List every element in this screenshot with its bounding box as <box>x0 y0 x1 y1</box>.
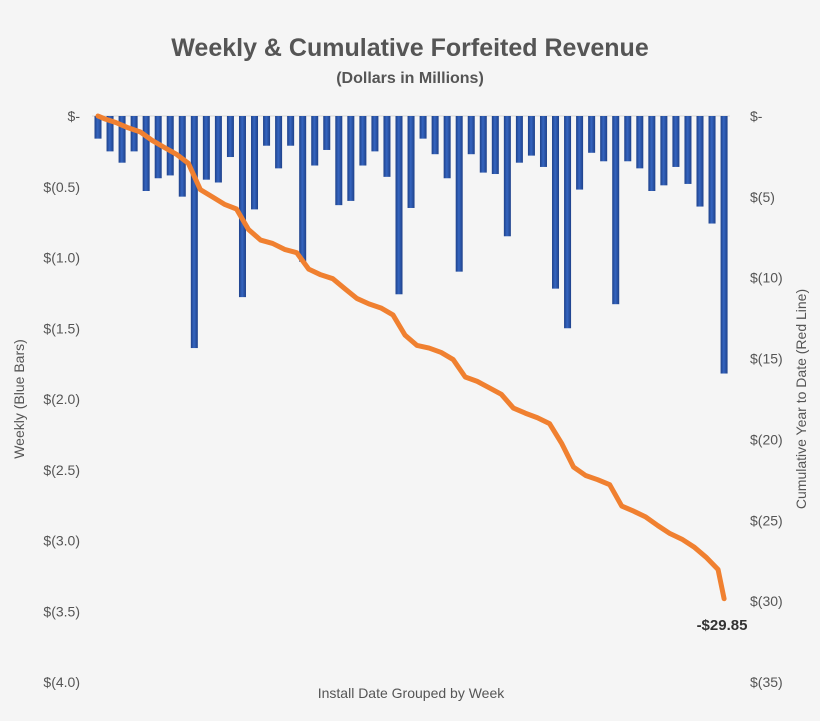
right-axis-label: Cumulative Year to Date (Red Line) <box>793 289 809 509</box>
weekly-bar <box>238 116 246 298</box>
right-tick-label: $(35) <box>750 674 783 690</box>
weekly-bar <box>311 116 319 166</box>
weekly-bar <box>202 116 210 180</box>
weekly-bar <box>214 116 222 183</box>
weekly-bar <box>251 116 259 210</box>
cumulative-line <box>95 113 727 602</box>
weekly-bar <box>335 116 343 206</box>
weekly-bar <box>395 116 403 295</box>
left-tick-label: $(1.5) <box>43 320 80 336</box>
right-tick-label: $- <box>750 108 763 124</box>
weekly-bar <box>612 116 620 305</box>
weekly-bar <box>684 116 692 184</box>
left-tick-label: $(3.0) <box>43 533 80 549</box>
weekly-bar <box>190 116 198 349</box>
weekly-bar <box>636 116 644 169</box>
weekly-bar <box>660 116 668 186</box>
weekly-bar <box>94 116 102 139</box>
weekly-bar <box>419 116 427 139</box>
right-tick-label: $(5) <box>750 189 775 205</box>
right-tick-label: $(20) <box>750 431 783 447</box>
left-tick-label: $(4.0) <box>43 674 80 690</box>
weekly-bar <box>383 116 391 177</box>
weekly-bar <box>576 116 584 190</box>
weekly-bar <box>226 116 234 158</box>
weekly-bar <box>564 116 572 329</box>
weekly-bar <box>299 116 307 262</box>
weekly-bar <box>515 116 523 163</box>
right-tick-label: $(25) <box>750 512 783 528</box>
weekly-bar <box>539 116 547 167</box>
left-tick-label: $(0.5) <box>43 179 80 195</box>
weekly-bar <box>467 116 475 155</box>
weekly-bar <box>708 116 716 224</box>
weekly-bar <box>696 116 704 207</box>
right-tick-label: $(15) <box>750 351 783 367</box>
chart-subtitle: (Dollars in Millions) <box>336 70 484 87</box>
weekly-bar <box>479 116 487 173</box>
weekly-bar <box>491 116 499 175</box>
weekly-bar <box>106 116 114 152</box>
right-tick-label: $(30) <box>750 593 783 609</box>
weekly-bar <box>323 116 331 150</box>
weekly-bar <box>455 116 463 272</box>
weekly-bar <box>371 116 379 152</box>
weekly-bar <box>142 116 150 191</box>
weekly-bar <box>359 116 367 166</box>
weekly-bar <box>588 116 596 153</box>
weekly-bar <box>720 116 728 374</box>
weekly-bar <box>347 116 355 201</box>
weekly-bar <box>527 116 535 156</box>
weekly-bar <box>118 116 126 163</box>
weekly-bar <box>624 116 632 162</box>
weekly-bar <box>154 116 162 179</box>
weekly-bar <box>503 116 511 237</box>
weekly-bar <box>287 116 295 146</box>
end-value-label: -$29.85 <box>697 617 748 634</box>
weekly-bar <box>263 116 271 146</box>
x-axis-label: Install Date Grouped by Week <box>318 685 506 701</box>
weekly-bar <box>443 116 451 179</box>
weekly-bar <box>275 116 283 169</box>
weekly-bar <box>600 116 608 162</box>
left-axis-label: Weekly (Blue Bars) <box>11 339 27 459</box>
left-tick-label: $- <box>68 108 81 124</box>
right-tick-label: $(10) <box>750 270 783 286</box>
left-tick-label: $(2.0) <box>43 391 80 407</box>
left-tick-label: $(1.0) <box>43 250 80 266</box>
weekly-bar <box>166 116 174 176</box>
weekly-bar <box>431 116 439 155</box>
weekly-bar <box>407 116 415 208</box>
weekly-bar <box>130 116 138 152</box>
chart-title: Weekly & Cumulative Forfeited Revenue <box>171 34 649 62</box>
left-tick-label: $(2.5) <box>43 462 80 478</box>
weekly-bar <box>672 116 680 167</box>
weekly-bar <box>648 116 656 191</box>
weekly-bar <box>552 116 560 289</box>
left-tick-label: $(3.5) <box>43 603 80 619</box>
